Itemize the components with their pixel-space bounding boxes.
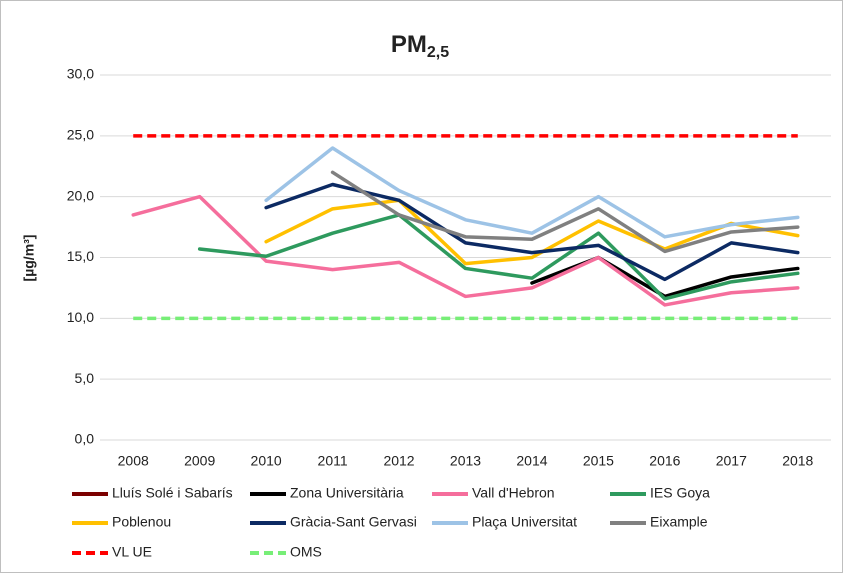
y-tick-label: 25,0 bbox=[67, 127, 94, 143]
y-tick-label: 30,0 bbox=[67, 66, 94, 82]
legend-label: VL UE bbox=[112, 544, 152, 560]
x-tick-label: 2015 bbox=[583, 453, 614, 469]
series-line bbox=[264, 146, 800, 239]
legend-label: Lluís Solé i Sabarís bbox=[112, 485, 233, 501]
series-line bbox=[330, 170, 800, 254]
y-tick-label: 20,0 bbox=[67, 187, 94, 203]
series-line bbox=[131, 194, 800, 307]
y-tick-label: 15,0 bbox=[67, 248, 94, 264]
legend-label: Poblenou bbox=[112, 514, 171, 530]
series-line bbox=[197, 213, 800, 301]
title-main: PM bbox=[391, 31, 427, 58]
x-tick-label: 2008 bbox=[118, 453, 149, 469]
x-tick-label: 2013 bbox=[450, 453, 481, 469]
legend-label: Plaça Universitat bbox=[472, 514, 577, 530]
y-tick-label: 5,0 bbox=[75, 370, 95, 386]
chart-title: PM2,5 bbox=[391, 31, 449, 61]
legend-label: Gràcia-Sant Gervasi bbox=[290, 514, 417, 530]
x-tick-label: 2016 bbox=[649, 453, 680, 469]
x-tick-label: 2018 bbox=[782, 453, 813, 469]
x-tick-label: 2010 bbox=[251, 453, 282, 469]
title-subscript: 2,5 bbox=[427, 44, 449, 61]
x-tick-label: 2014 bbox=[516, 453, 547, 469]
legend-label: IES Goya bbox=[650, 485, 710, 501]
legend-label: Eixample bbox=[650, 514, 708, 530]
x-tick-label: 2011 bbox=[318, 453, 348, 469]
y-tick-label: 10,0 bbox=[67, 309, 94, 325]
legend-label: OMS bbox=[290, 544, 322, 560]
series-line bbox=[264, 198, 800, 266]
legend-label: Vall d'Hebron bbox=[472, 485, 555, 501]
x-tick-label: 2012 bbox=[383, 453, 414, 469]
legend-label: Zona Universitària bbox=[290, 485, 404, 501]
x-tick-label: 2017 bbox=[716, 453, 747, 469]
y-tick-label: 0,0 bbox=[75, 431, 95, 447]
x-tick-label: 2009 bbox=[184, 453, 215, 469]
series-line bbox=[264, 182, 800, 282]
y-axis-label: [µg/m³] bbox=[21, 235, 37, 282]
